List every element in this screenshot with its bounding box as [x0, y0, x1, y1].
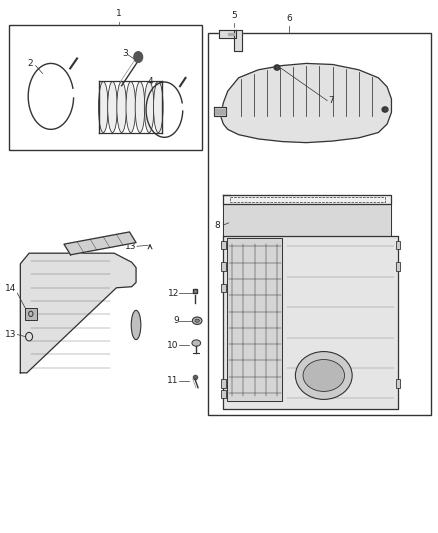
FancyBboxPatch shape — [221, 284, 226, 292]
Text: 8: 8 — [214, 221, 220, 230]
Text: 10: 10 — [167, 341, 179, 350]
FancyBboxPatch shape — [221, 390, 226, 398]
Ellipse shape — [303, 360, 345, 391]
Text: 1: 1 — [116, 9, 121, 18]
FancyBboxPatch shape — [396, 262, 400, 271]
Ellipse shape — [108, 82, 117, 133]
Polygon shape — [221, 63, 392, 143]
Ellipse shape — [131, 310, 141, 340]
FancyBboxPatch shape — [221, 262, 226, 271]
Text: 13: 13 — [124, 242, 136, 251]
Ellipse shape — [99, 82, 108, 133]
Ellipse shape — [153, 82, 163, 133]
FancyBboxPatch shape — [221, 379, 226, 387]
Ellipse shape — [117, 82, 127, 133]
Text: 5: 5 — [231, 11, 237, 20]
Text: 12: 12 — [167, 288, 179, 297]
FancyBboxPatch shape — [396, 379, 400, 387]
Polygon shape — [219, 30, 237, 38]
FancyBboxPatch shape — [10, 25, 201, 150]
FancyBboxPatch shape — [396, 241, 400, 249]
Ellipse shape — [192, 317, 202, 325]
Ellipse shape — [126, 82, 136, 133]
Text: 11: 11 — [167, 376, 179, 385]
Polygon shape — [223, 236, 398, 409]
Text: 14: 14 — [5, 284, 16, 293]
Text: 3: 3 — [122, 50, 128, 58]
Circle shape — [134, 52, 143, 62]
FancyBboxPatch shape — [208, 33, 431, 415]
FancyBboxPatch shape — [221, 241, 226, 249]
Ellipse shape — [145, 82, 154, 133]
Polygon shape — [223, 195, 392, 204]
Polygon shape — [214, 107, 226, 116]
Polygon shape — [228, 33, 234, 35]
Polygon shape — [64, 232, 136, 255]
Polygon shape — [227, 238, 283, 401]
Text: 2: 2 — [28, 59, 33, 68]
Ellipse shape — [192, 340, 201, 346]
Text: 9: 9 — [173, 316, 179, 325]
Ellipse shape — [295, 352, 352, 399]
Ellipse shape — [135, 82, 145, 133]
Polygon shape — [20, 253, 136, 373]
Polygon shape — [215, 109, 225, 115]
Polygon shape — [223, 204, 392, 236]
Polygon shape — [234, 30, 242, 51]
FancyBboxPatch shape — [25, 308, 37, 320]
Text: 13: 13 — [4, 330, 16, 339]
Text: 4: 4 — [147, 77, 153, 86]
Text: 7: 7 — [328, 96, 334, 105]
Ellipse shape — [195, 319, 199, 322]
Text: 6: 6 — [286, 14, 292, 23]
